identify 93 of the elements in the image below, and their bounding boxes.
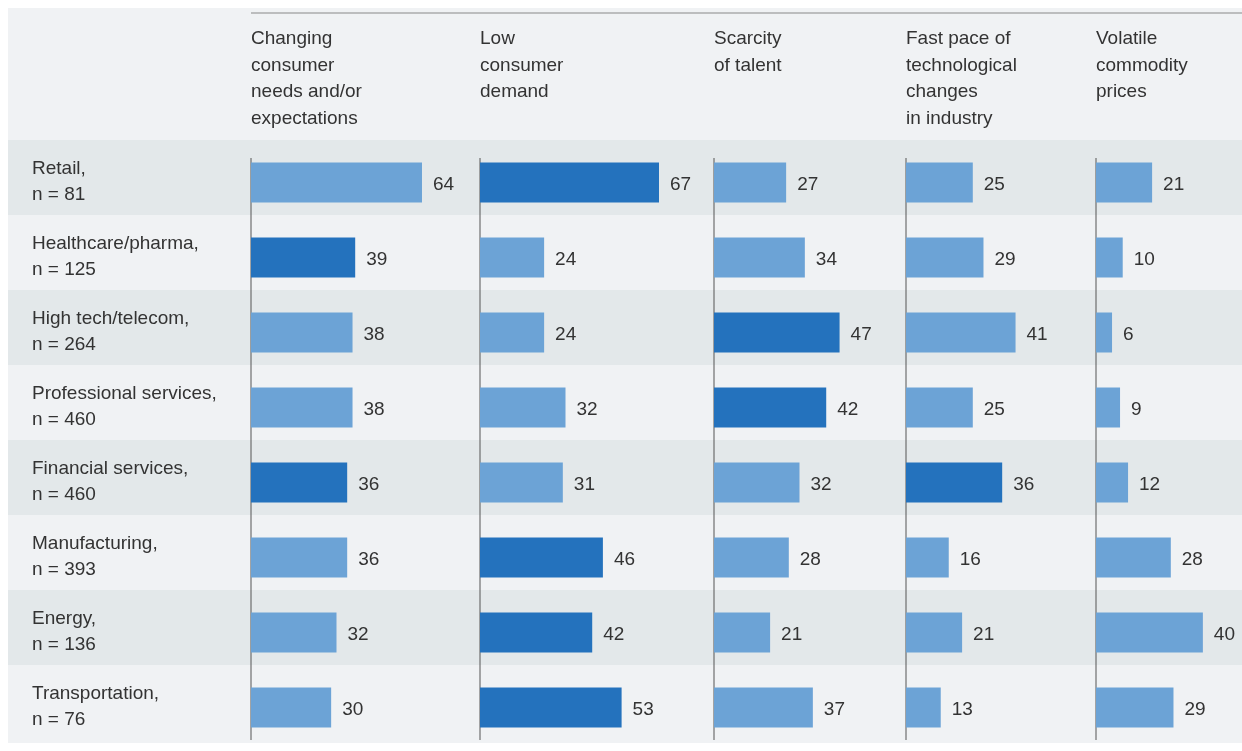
bar: [714, 462, 800, 503]
y-tick-label: Energy, n = 136: [32, 607, 97, 654]
bar: [906, 312, 1016, 353]
bar: [251, 162, 422, 203]
bar: [1096, 237, 1123, 278]
data-label: 46: [613, 547, 636, 569]
data-label: 47: [850, 322, 872, 344]
data-label: 53: [632, 697, 654, 719]
data-label: 67: [670, 172, 692, 194]
bar: [906, 537, 949, 578]
data-label: 36: [1013, 472, 1035, 494]
data-label: 42: [837, 397, 859, 419]
bar: [1096, 387, 1121, 428]
bar: [906, 462, 1003, 503]
bar: [714, 162, 787, 203]
bar: [714, 612, 771, 653]
bar: [251, 387, 353, 428]
data-label: 30: [342, 697, 364, 719]
data-label: 9: [1131, 397, 1142, 419]
y-tick-label: Retail, n = 81: [32, 157, 86, 204]
data-label: 40: [1213, 622, 1236, 644]
bar: [480, 537, 603, 578]
bar: [251, 687, 332, 728]
bar: [1096, 462, 1129, 503]
data-label: 24: [555, 247, 577, 269]
bar: [714, 537, 789, 578]
data-label: 29: [1184, 697, 1206, 719]
bar: [480, 612, 593, 653]
y-tick-label: High tech/telecom, n = 264: [32, 307, 190, 354]
data-label: 38: [363, 397, 385, 419]
bar: [251, 312, 353, 353]
data-label: 36: [358, 472, 380, 494]
bar: [906, 612, 963, 653]
bar: [480, 387, 566, 428]
bar: [1096, 687, 1174, 728]
data-label: 32: [576, 397, 598, 419]
data-label: 25: [983, 172, 1005, 194]
bar: [906, 162, 973, 203]
chart-title: Fast pace of technological changes in industry: [906, 27, 1017, 128]
bar: [1096, 612, 1203, 653]
data-label: 28: [799, 547, 821, 569]
data-label: 12: [1139, 472, 1161, 494]
bar: [480, 687, 622, 728]
bar: [251, 237, 356, 278]
bar: [251, 462, 348, 503]
y-tick-label: Financial services, n = 460: [32, 457, 189, 504]
y-tick-label: Transportation, n = 76: [32, 682, 160, 729]
y-tick-label: Manufacturing, n = 393: [32, 532, 158, 579]
bar: [480, 462, 563, 503]
data-label: 21: [1163, 172, 1185, 194]
bar: [251, 537, 348, 578]
data-label: 36: [358, 547, 380, 569]
chart-title: Scarcity of talent: [714, 27, 783, 75]
data-label: 10: [1133, 247, 1155, 269]
bar: [1096, 162, 1153, 203]
data-label: 21: [781, 622, 803, 644]
data-label: 24: [555, 322, 577, 344]
data-label: 34: [815, 247, 838, 269]
bar: [714, 687, 813, 728]
data-label: 27: [797, 172, 819, 194]
bar: [714, 237, 805, 278]
data-label: 39: [366, 247, 388, 269]
data-label: 31: [573, 472, 595, 494]
data-label: 13: [951, 697, 973, 719]
chart-title: Volatile commodity prices: [1096, 27, 1189, 101]
data-label: 41: [1026, 322, 1048, 344]
data-label: 64: [432, 172, 455, 194]
bar: [1096, 312, 1113, 353]
data-label: 21: [973, 622, 995, 644]
data-label: 38: [363, 322, 385, 344]
bar: [906, 237, 984, 278]
data-label: 28: [1181, 547, 1203, 569]
bar: [480, 312, 545, 353]
bar: [251, 612, 337, 653]
bar: [1096, 537, 1171, 578]
bar: [714, 387, 827, 428]
chart-title: Changing consumer needs and/or expectations: [251, 27, 363, 128]
data-label: 32: [810, 472, 832, 494]
data-label: 37: [823, 697, 845, 719]
bar: [480, 162, 659, 203]
data-label: 16: [959, 547, 981, 569]
data-label: 6: [1123, 322, 1134, 344]
bar: [906, 687, 941, 728]
y-tick-label: Professional services, n = 460: [32, 382, 217, 429]
bar: [906, 387, 973, 428]
chart-title: Low consumer demand: [480, 27, 565, 101]
data-label: 25: [983, 397, 1005, 419]
data-label: 42: [603, 622, 625, 644]
bar: [480, 237, 545, 278]
bar: [714, 312, 840, 353]
data-label: 29: [994, 247, 1016, 269]
y-tick-label: Healthcare/pharma, n = 125: [32, 232, 199, 279]
data-label: 32: [347, 622, 369, 644]
